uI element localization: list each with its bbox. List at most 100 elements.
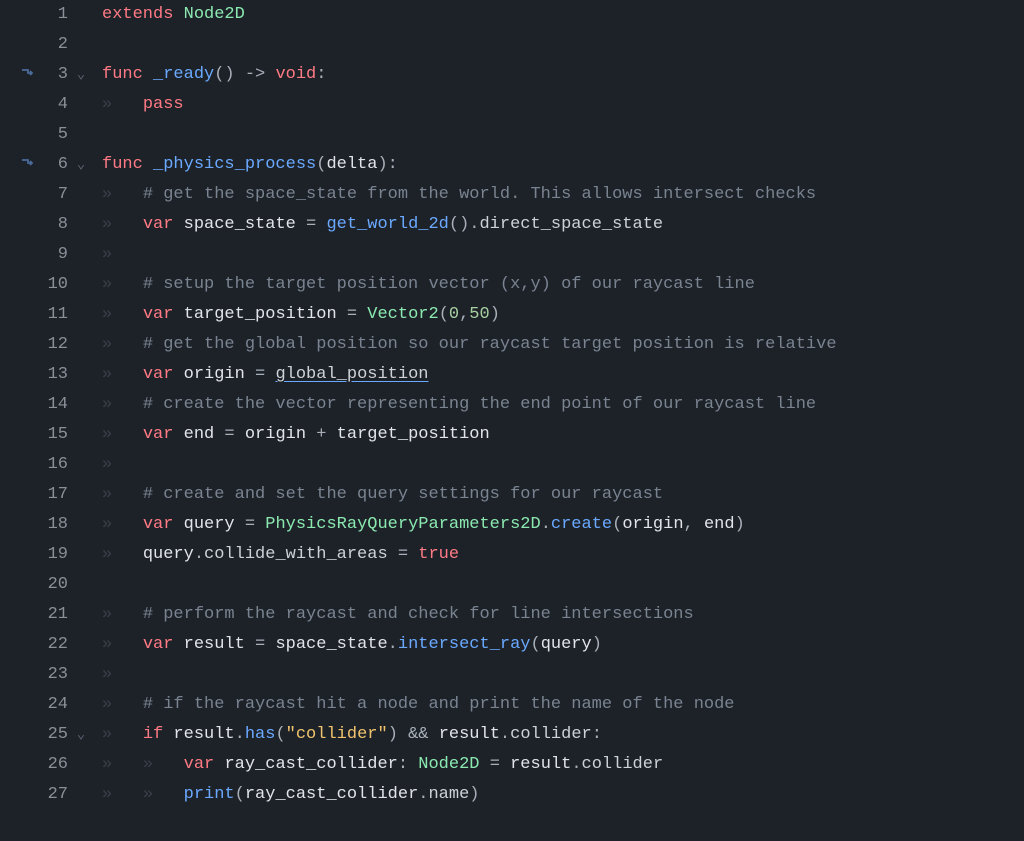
code-token: query [184, 515, 235, 534]
code-token: . [500, 725, 510, 744]
line-number: 13 [40, 360, 68, 390]
indent-guide-icon: » [102, 455, 143, 474]
line-number: 9 [40, 240, 68, 270]
code-token: ( [275, 725, 285, 744]
gutter-row: 13 [0, 360, 96, 390]
code-token: var [143, 215, 174, 234]
code-token: var [143, 305, 174, 324]
indent-guide-icon: » [102, 215, 143, 234]
fold-toggle-icon[interactable]: ⌄ [74, 720, 88, 750]
code-token: = [337, 305, 368, 324]
code-token: direct_space_state [479, 215, 663, 234]
code-token: ( [235, 785, 245, 804]
indent-guide-icon: » [102, 605, 143, 624]
code-line[interactable]: » var query = PhysicsRayQueryParameters2… [102, 510, 1024, 540]
code-line[interactable]: » » print(ray_cast_collider.name) [102, 780, 1024, 810]
gutter-row: 16 [0, 450, 96, 480]
code-token: end [704, 515, 735, 534]
code-token: delta [326, 155, 377, 174]
indent-guide-icon: » [102, 515, 143, 534]
line-number: 10 [40, 270, 68, 300]
code-token: ): [377, 155, 397, 174]
code-editor[interactable]: 12 3⌄45 6⌄789101112131415161718192021222… [0, 0, 1024, 841]
line-number: 16 [40, 450, 68, 480]
code-token: end [184, 425, 215, 444]
code-token: var [143, 515, 174, 534]
code-line[interactable]: » # if the raycast hit a node and print … [102, 690, 1024, 720]
code-line[interactable]: » var target_position = Vector2(0,50) [102, 300, 1024, 330]
code-token: # create and set the query settings for … [143, 485, 663, 504]
code-token: ) [592, 635, 602, 654]
code-token: Vector2 [367, 305, 438, 324]
code-line[interactable]: » # get the global position so our rayca… [102, 330, 1024, 360]
code-token: = [245, 365, 276, 384]
line-number: 27 [40, 780, 68, 810]
code-area[interactable]: extends Node2D func _ready() -> void:» pa… [96, 0, 1024, 841]
code-token [143, 155, 153, 174]
indent-guide-icon: » [102, 695, 143, 714]
line-number: 20 [40, 570, 68, 600]
line-gutter: 12 3⌄45 6⌄789101112131415161718192021222… [0, 0, 96, 841]
code-token: ray_cast_collider [224, 755, 397, 774]
code-line[interactable] [102, 570, 1024, 600]
gutter-row: 14 [0, 390, 96, 420]
code-line[interactable] [102, 30, 1024, 60]
code-line[interactable]: » pass [102, 90, 1024, 120]
code-line[interactable]: » # get the space_state from the world. … [102, 180, 1024, 210]
code-line[interactable]: » # perform the raycast and check for li… [102, 600, 1024, 630]
indent-guide-icon: » [102, 545, 143, 564]
code-token: name [428, 785, 469, 804]
code-line[interactable] [102, 120, 1024, 150]
code-token: query [143, 545, 194, 564]
code-token: extends [102, 5, 173, 24]
code-token: collider [510, 725, 592, 744]
code-token: ray_cast_collider [245, 785, 418, 804]
code-token [143, 65, 153, 84]
line-number: 2 [40, 30, 68, 60]
code-token: = [296, 215, 327, 234]
code-line[interactable]: » [102, 660, 1024, 690]
line-number: 14 [40, 390, 68, 420]
code-token: Node2D [184, 5, 245, 24]
code-line[interactable]: » var origin = global_position [102, 360, 1024, 390]
code-line[interactable]: » query.collide_with_areas = true [102, 540, 1024, 570]
code-token: : [398, 755, 418, 774]
code-line[interactable]: » # create the vector representing the e… [102, 390, 1024, 420]
code-line[interactable]: » # create and set the query settings fo… [102, 480, 1024, 510]
code-line[interactable]: » [102, 450, 1024, 480]
code-line[interactable]: » » var ray_cast_collider: Node2D = resu… [102, 750, 1024, 780]
code-token: global_position [275, 365, 428, 384]
code-line[interactable]: » [102, 240, 1024, 270]
code-token: get_world_2d [326, 215, 448, 234]
code-token: _ready [153, 65, 214, 84]
code-line[interactable]: » # setup the target position vector (x,… [102, 270, 1024, 300]
code-line[interactable]: extends Node2D [102, 0, 1024, 30]
gutter-row: 6⌄ [0, 150, 96, 180]
code-token: var [143, 635, 174, 654]
code-line[interactable]: » var result = space_state.intersect_ray… [102, 630, 1024, 660]
code-line[interactable]: » if result.has("collider") && result.co… [102, 720, 1024, 750]
gutter-row: 11 [0, 300, 96, 330]
indent-guide-icon: » [143, 785, 184, 804]
code-token: query [541, 635, 592, 654]
indent-guide-icon: » [102, 635, 143, 654]
indent-guide-icon: » [102, 665, 143, 684]
fold-toggle-icon[interactable]: ⌄ [74, 60, 88, 90]
code-line[interactable]: func _ready() -> void: [102, 60, 1024, 90]
line-number: 22 [40, 630, 68, 660]
code-line[interactable]: » var end = origin + target_position [102, 420, 1024, 450]
gutter-row: 19 [0, 540, 96, 570]
line-number: 1 [40, 0, 68, 30]
code-token: origin [622, 515, 683, 534]
fold-toggle-icon[interactable]: ⌄ [74, 150, 88, 180]
indent-guide-icon: » [102, 365, 143, 384]
code-line[interactable]: func _physics_process(delta): [102, 150, 1024, 180]
code-token: # if the raycast hit a node and print th… [143, 695, 735, 714]
code-token: . [388, 635, 398, 654]
function-marker-icon [20, 68, 34, 82]
indent-guide-icon: » [102, 395, 143, 414]
code-token: collide_with_areas [204, 545, 388, 564]
code-line[interactable]: » var space_state = get_world_2d().direc… [102, 210, 1024, 240]
line-number: 7 [40, 180, 68, 210]
code-token: var [184, 755, 215, 774]
